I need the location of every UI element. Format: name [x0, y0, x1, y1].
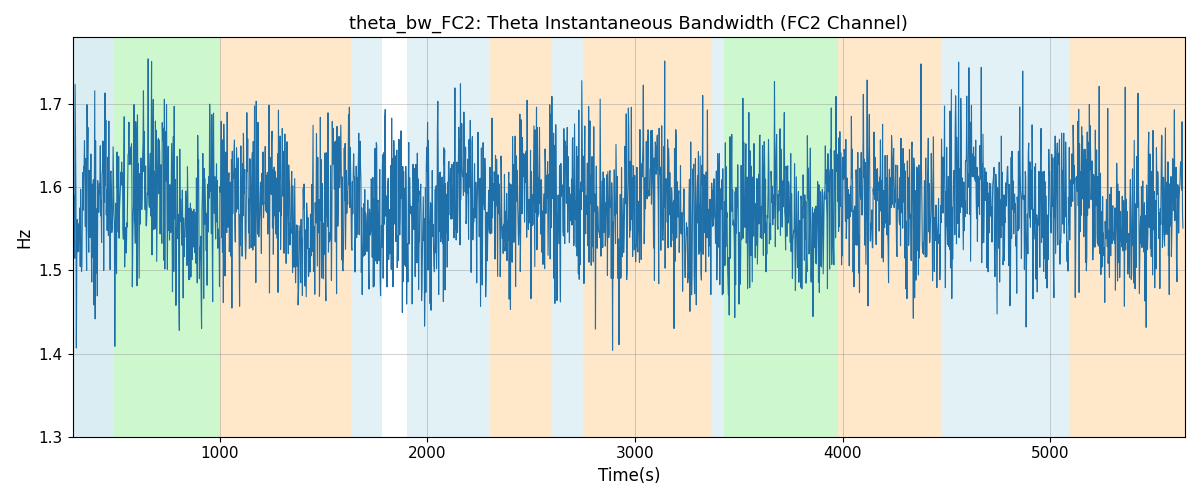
- Bar: [942, 38, 1069, 436]
- Bar: [725, 38, 732, 436]
- Bar: [839, 38, 942, 436]
- Bar: [732, 38, 839, 436]
- Title: theta_bw_FC2: Theta Instantaneous Bandwidth (FC2 Channel): theta_bw_FC2: Theta Instantaneous Bandwi…: [349, 15, 908, 34]
- Bar: [72, 38, 114, 436]
- X-axis label: Time(s): Time(s): [598, 467, 660, 485]
- Bar: [552, 38, 583, 436]
- Bar: [407, 38, 490, 436]
- Bar: [1069, 38, 1186, 436]
- Bar: [350, 38, 382, 436]
- Bar: [583, 38, 712, 436]
- Bar: [220, 38, 350, 436]
- Y-axis label: Hz: Hz: [14, 226, 32, 248]
- Bar: [712, 38, 725, 436]
- Bar: [114, 38, 220, 436]
- Bar: [490, 38, 552, 436]
